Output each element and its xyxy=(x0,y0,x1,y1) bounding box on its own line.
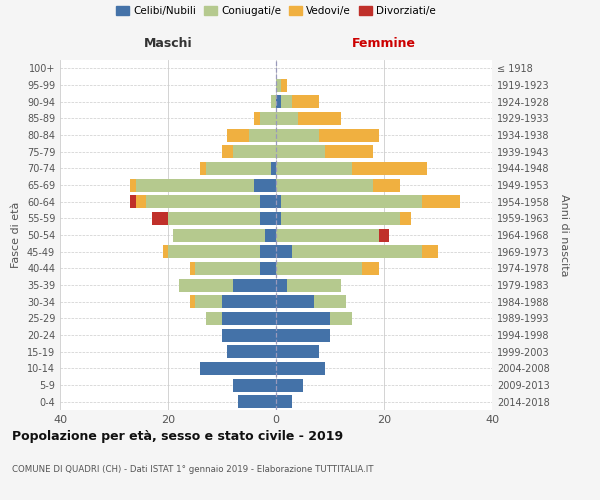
Bar xyxy=(222,145,233,158)
Text: Popolazione per età, sesso e stato civile - 2019: Popolazione per età, sesso e stato civil… xyxy=(12,430,343,443)
Bar xyxy=(271,95,276,108)
Bar xyxy=(222,328,276,342)
Bar xyxy=(276,328,330,342)
Bar xyxy=(190,262,195,275)
Bar xyxy=(281,212,400,225)
Bar xyxy=(298,112,341,125)
Bar xyxy=(276,162,352,175)
Bar xyxy=(168,212,260,225)
Bar xyxy=(206,312,222,325)
Bar xyxy=(233,378,276,392)
Bar xyxy=(260,195,276,208)
Bar xyxy=(422,245,438,258)
Bar xyxy=(276,112,298,125)
Bar xyxy=(276,178,373,192)
Y-axis label: Anni di nascita: Anni di nascita xyxy=(559,194,569,276)
Bar xyxy=(276,145,325,158)
Bar xyxy=(200,362,276,375)
Bar xyxy=(276,345,319,358)
Bar xyxy=(265,228,276,241)
Bar xyxy=(276,278,287,291)
Bar xyxy=(281,95,292,108)
Bar xyxy=(330,312,352,325)
Bar xyxy=(292,245,422,258)
Bar xyxy=(227,128,249,141)
Bar xyxy=(179,278,233,291)
Bar xyxy=(195,262,260,275)
Bar xyxy=(146,195,260,208)
Bar xyxy=(276,245,292,258)
Bar xyxy=(276,362,325,375)
Bar xyxy=(163,245,168,258)
Bar xyxy=(276,378,303,392)
Bar xyxy=(233,145,276,158)
Bar xyxy=(152,212,168,225)
Bar xyxy=(136,178,254,192)
Bar xyxy=(173,228,265,241)
Bar xyxy=(222,295,276,308)
Bar xyxy=(319,128,379,141)
Y-axis label: Fasce di età: Fasce di età xyxy=(11,202,21,268)
Bar xyxy=(260,112,276,125)
Bar xyxy=(254,178,276,192)
Bar xyxy=(190,295,195,308)
Bar xyxy=(168,245,260,258)
Bar xyxy=(238,395,276,408)
Legend: Celibi/Nubili, Coniugati/e, Vedovi/e, Divorziati/e: Celibi/Nubili, Coniugati/e, Vedovi/e, Di… xyxy=(112,2,440,21)
Bar xyxy=(200,162,206,175)
Bar xyxy=(227,345,276,358)
Bar xyxy=(276,212,281,225)
Bar xyxy=(276,195,281,208)
Bar xyxy=(422,195,460,208)
Bar xyxy=(276,312,330,325)
Bar xyxy=(276,262,362,275)
Bar xyxy=(362,262,379,275)
Bar xyxy=(233,278,276,291)
Bar xyxy=(195,295,222,308)
Bar xyxy=(136,195,146,208)
Text: Maschi: Maschi xyxy=(143,36,193,50)
Bar xyxy=(379,228,389,241)
Bar xyxy=(276,295,314,308)
Bar xyxy=(260,262,276,275)
Bar xyxy=(130,195,136,208)
Bar xyxy=(281,78,287,92)
Bar xyxy=(276,95,281,108)
Text: Femmine: Femmine xyxy=(352,36,416,50)
Bar xyxy=(276,78,281,92)
Bar xyxy=(249,128,276,141)
Bar xyxy=(276,395,292,408)
Bar xyxy=(287,278,341,291)
Bar xyxy=(260,245,276,258)
Bar xyxy=(276,228,379,241)
Bar xyxy=(130,178,136,192)
Bar xyxy=(260,212,276,225)
Bar xyxy=(206,162,271,175)
Bar xyxy=(373,178,400,192)
Bar xyxy=(325,145,373,158)
Bar xyxy=(276,128,319,141)
Bar xyxy=(222,312,276,325)
Bar xyxy=(352,162,427,175)
Bar xyxy=(271,162,276,175)
Bar xyxy=(292,95,319,108)
Bar xyxy=(281,195,422,208)
Bar xyxy=(400,212,411,225)
Bar xyxy=(254,112,260,125)
Bar xyxy=(314,295,346,308)
Text: COMUNE DI QUADRI (CH) - Dati ISTAT 1° gennaio 2019 - Elaborazione TUTTITALIA.IT: COMUNE DI QUADRI (CH) - Dati ISTAT 1° ge… xyxy=(12,465,373,474)
